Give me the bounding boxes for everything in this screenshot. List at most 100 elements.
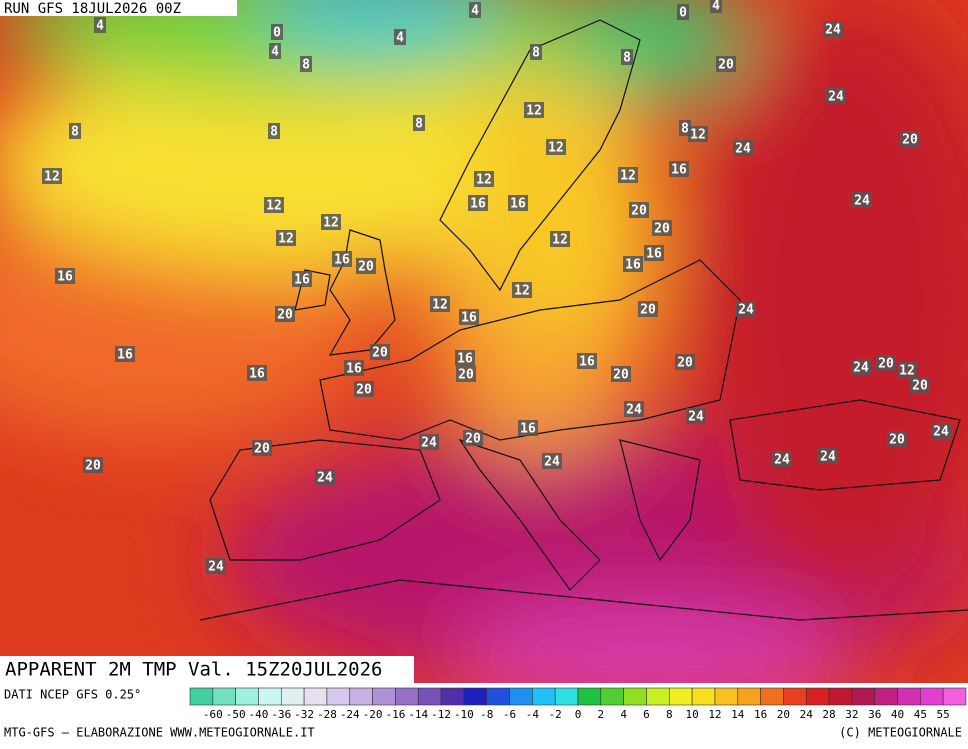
legend-tick-label: -36 bbox=[271, 708, 291, 721]
contour-label: 20 bbox=[640, 303, 656, 318]
credit: MTG-GFS — ELABORAZIONE WWW.METEOGIORNALE… bbox=[4, 726, 315, 740]
contour-label-box bbox=[910, 377, 930, 393]
legend-swatch bbox=[440, 687, 465, 706]
contour-label-box bbox=[370, 344, 390, 360]
legend-swatch bbox=[303, 687, 328, 706]
contour-label-box bbox=[887, 431, 907, 447]
contour-label: 12 bbox=[552, 233, 568, 248]
contour-label: 16 bbox=[57, 270, 73, 285]
contour-label-box bbox=[624, 401, 644, 417]
contour-label: 16 bbox=[334, 253, 350, 268]
legend-tick-label: 8 bbox=[666, 708, 673, 721]
legend-tick-label: -12 bbox=[431, 708, 451, 721]
legend-tick-label: 4 bbox=[620, 708, 627, 721]
contour-label: 20 bbox=[718, 58, 734, 73]
contour-label: 12 bbox=[514, 284, 530, 299]
legend-swatch bbox=[874, 687, 898, 706]
contour-label: 20 bbox=[631, 204, 647, 219]
legend-swatch bbox=[463, 687, 488, 706]
legend-tick-label: -50 bbox=[226, 708, 246, 721]
legend-swatch bbox=[691, 687, 716, 706]
legend-tick-label: 14 bbox=[731, 708, 745, 721]
contour-label-box bbox=[852, 192, 872, 208]
contour-label: 12 bbox=[620, 169, 636, 184]
contour-label-box bbox=[736, 301, 756, 317]
contour-label: 16 bbox=[470, 197, 486, 212]
contour-label: 4 bbox=[96, 19, 104, 34]
legend-tick-label: -4 bbox=[526, 708, 540, 721]
legend-tick-label: 16 bbox=[754, 708, 767, 721]
contour-label: 20 bbox=[912, 379, 928, 394]
contour-label-box bbox=[276, 230, 296, 246]
legend-tick-label: 2 bbox=[598, 708, 605, 721]
contour-label: 20 bbox=[654, 222, 670, 237]
contour-label-box bbox=[94, 17, 106, 33]
legend-swatch bbox=[258, 687, 282, 706]
legend-tick-label: -20 bbox=[363, 708, 383, 721]
contour-label: 12 bbox=[526, 104, 542, 119]
contour-label: 8 bbox=[681, 122, 689, 137]
legend-swatch bbox=[828, 687, 853, 706]
contour-label: 8 bbox=[623, 51, 631, 66]
title-box bbox=[0, 656, 414, 683]
contour-label-box bbox=[268, 123, 280, 139]
contour-label: 4 bbox=[271, 45, 279, 60]
legend-swatch bbox=[554, 687, 579, 706]
contour-label: 20 bbox=[889, 433, 905, 448]
legend-tick-label: 20 bbox=[777, 708, 790, 721]
contour-label-box bbox=[823, 21, 843, 37]
contour-label-box bbox=[83, 457, 103, 473]
legend-swatch bbox=[486, 687, 510, 706]
source: DATI NCEP GFS 0.25° bbox=[4, 688, 141, 702]
contour-label: 20 bbox=[85, 459, 101, 474]
legend-tick-label: 45 bbox=[914, 708, 927, 721]
legend-swatch bbox=[600, 687, 624, 706]
contour-label: 12 bbox=[548, 141, 564, 156]
legend-tick-label: 32 bbox=[845, 708, 858, 721]
contour-label: 24 bbox=[853, 361, 869, 376]
legend-swatch bbox=[235, 687, 259, 706]
contour-label-box bbox=[733, 140, 753, 156]
contour-label-box bbox=[275, 306, 295, 322]
contour-label-box bbox=[344, 360, 364, 376]
contour-label: 16 bbox=[579, 355, 595, 370]
contour-label: 8 bbox=[270, 125, 278, 140]
run-label: RUN GFS 18JUL2026 00Z bbox=[4, 1, 181, 17]
contour-label: 0 bbox=[273, 26, 281, 41]
contour-label: 24 bbox=[421, 436, 437, 451]
contour-label-box bbox=[115, 346, 135, 362]
contour-label-box bbox=[876, 355, 896, 371]
legend-swatch bbox=[189, 687, 214, 706]
contour-label-box bbox=[577, 353, 597, 369]
legend-tick-label: -16 bbox=[385, 708, 405, 721]
contour-label: 24 bbox=[820, 450, 836, 465]
contour-label-box bbox=[688, 126, 708, 142]
contour-label-box bbox=[55, 268, 75, 284]
contour-label-box bbox=[206, 558, 226, 574]
run-box bbox=[0, 0, 237, 16]
contour-label: 12 bbox=[266, 199, 282, 214]
legend-swatch bbox=[623, 687, 647, 706]
contour-label: 12 bbox=[476, 173, 492, 188]
contour-label: 20 bbox=[356, 383, 372, 398]
legend-tick-label: -10 bbox=[454, 708, 474, 721]
contour-label-box bbox=[459, 309, 479, 325]
contour-label-box bbox=[677, 4, 689, 20]
contour-label: 16 bbox=[346, 362, 362, 377]
contour-label: 16 bbox=[625, 258, 641, 273]
legend-swatch bbox=[646, 687, 670, 706]
legend-swatch bbox=[280, 687, 305, 706]
copyright: (C) METEOGIORNALE bbox=[839, 726, 962, 740]
contour-label-box bbox=[530, 44, 542, 60]
contour-label: 24 bbox=[854, 194, 870, 209]
legend-tick-label: 36 bbox=[868, 708, 881, 721]
contour-label-box bbox=[851, 359, 871, 375]
contour-label-box bbox=[252, 440, 272, 456]
contour-label: 24 bbox=[626, 403, 642, 418]
contour-label-box bbox=[675, 354, 695, 370]
contour-label-box bbox=[652, 220, 672, 236]
contour-label-box bbox=[394, 29, 406, 45]
contour-label-box bbox=[69, 123, 81, 139]
legend-tick-label: -2 bbox=[549, 708, 562, 721]
